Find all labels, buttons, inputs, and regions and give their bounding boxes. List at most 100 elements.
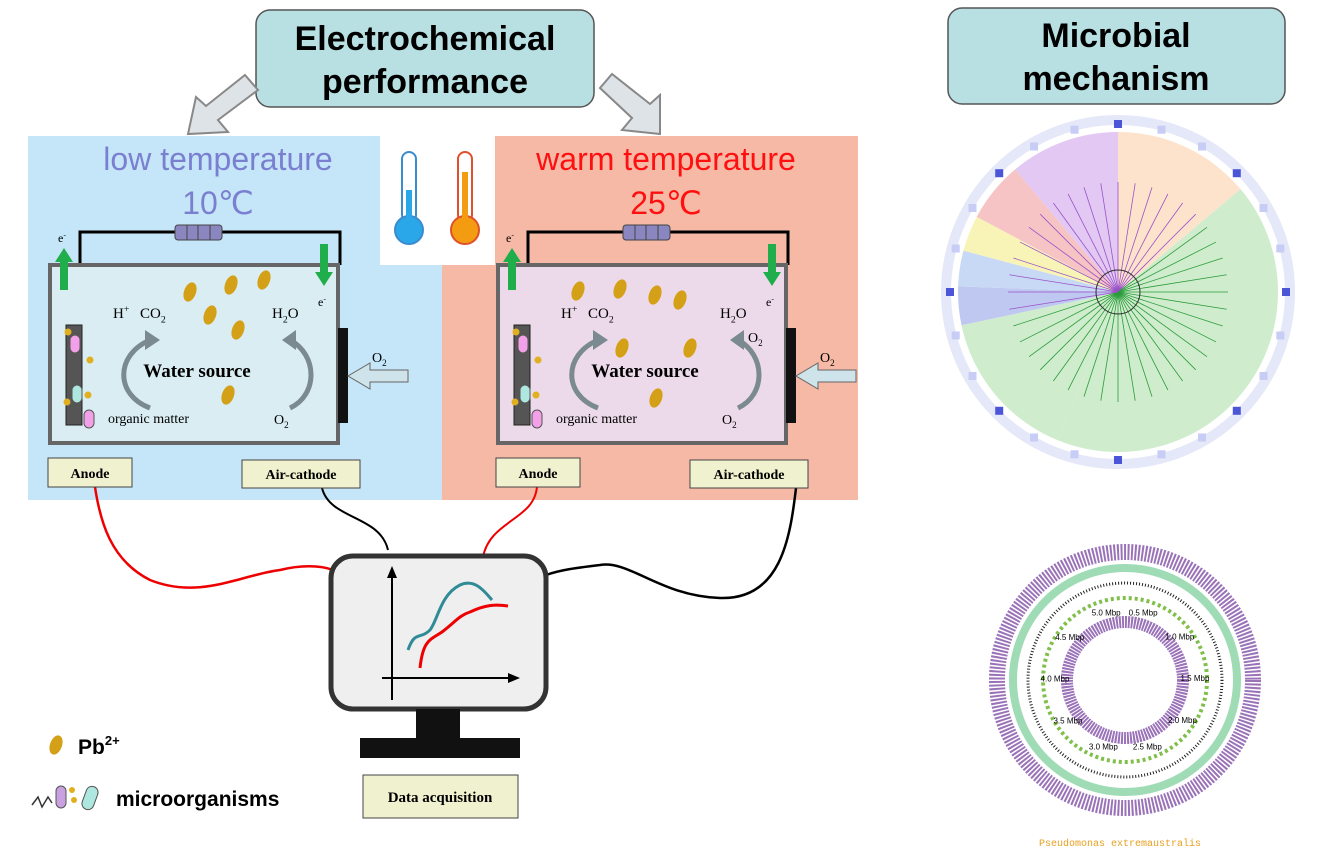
genome-tick: 4.5 Mbp bbox=[1055, 633, 1084, 642]
genome-tick: 3.0 Mbp bbox=[1089, 743, 1118, 752]
flow-arrow bbox=[288, 337, 314, 411]
text: Pb bbox=[78, 736, 105, 759]
label: Water source bbox=[143, 361, 250, 382]
cathode bbox=[786, 328, 796, 423]
branch bbox=[1100, 291, 1119, 401]
heat-cell bbox=[1157, 450, 1166, 459]
microbe-dot bbox=[63, 398, 71, 406]
microbe-icon bbox=[31, 785, 99, 811]
text: O bbox=[372, 351, 382, 366]
branch bbox=[1117, 213, 1197, 293]
branch bbox=[1117, 274, 1227, 293]
flow-arrow bbox=[736, 337, 762, 411]
flow-head bbox=[593, 330, 608, 350]
flow-head bbox=[145, 330, 160, 350]
phylogenetic-tree bbox=[941, 115, 1295, 469]
lead-ion bbox=[224, 275, 238, 295]
branch bbox=[1117, 291, 1197, 371]
branch bbox=[1039, 213, 1119, 293]
oxygen-arrow bbox=[347, 362, 409, 390]
text: - bbox=[63, 230, 66, 239]
text: 2 bbox=[284, 420, 289, 430]
genome-tick: 1.0 Mbp bbox=[1165, 633, 1194, 642]
label: H2O bbox=[272, 306, 299, 326]
lead-icon bbox=[49, 735, 63, 755]
clade bbox=[1015, 132, 1118, 292]
lead-ion bbox=[571, 281, 585, 301]
branch bbox=[1013, 291, 1119, 327]
text: e bbox=[318, 295, 323, 309]
arrow bbox=[598, 72, 661, 136]
title-box bbox=[255, 9, 595, 108]
text: O bbox=[820, 351, 830, 366]
condition: low temperature bbox=[103, 141, 332, 177]
label-box bbox=[495, 457, 581, 488]
branch bbox=[1117, 187, 1153, 293]
microbe-dot bbox=[511, 398, 519, 406]
heat-cell bbox=[1070, 125, 1079, 134]
heat-cell bbox=[1157, 125, 1166, 134]
branch bbox=[1083, 187, 1119, 293]
heat-cell bbox=[1030, 433, 1038, 442]
heat-cell bbox=[1030, 142, 1038, 151]
label: Data acquisition bbox=[388, 790, 493, 806]
text: 2 bbox=[758, 338, 763, 348]
label-box bbox=[241, 459, 361, 489]
title: performance bbox=[322, 63, 528, 101]
branch bbox=[1117, 291, 1217, 343]
lead-ion bbox=[231, 320, 245, 340]
microbe bbox=[71, 384, 83, 404]
microbe bbox=[69, 334, 81, 354]
lead-ion bbox=[673, 290, 687, 310]
arrow bbox=[186, 73, 260, 136]
cathode bbox=[338, 328, 348, 423]
text: H bbox=[272, 306, 283, 322]
text: - bbox=[323, 294, 326, 303]
label: Air-cathode bbox=[265, 468, 336, 483]
heat-cell bbox=[1276, 331, 1285, 340]
thermometer-box bbox=[380, 136, 495, 265]
branch bbox=[1117, 202, 1183, 293]
heat-cell bbox=[1282, 288, 1290, 296]
ring bbox=[989, 544, 1261, 816]
branch bbox=[1117, 241, 1217, 293]
branch bbox=[1009, 274, 1119, 293]
clade bbox=[1118, 132, 1241, 292]
text: H bbox=[561, 306, 572, 322]
text: O bbox=[288, 306, 299, 322]
branch bbox=[1117, 291, 1223, 327]
genome-tick: 2.5 Mbp bbox=[1133, 742, 1162, 751]
heat-cell bbox=[1232, 169, 1241, 178]
branch bbox=[1028, 227, 1119, 293]
heat-cell bbox=[1114, 456, 1122, 464]
microbe bbox=[531, 409, 543, 429]
text: 2 bbox=[732, 420, 737, 430]
text: H bbox=[113, 306, 124, 322]
electron-arrow bbox=[55, 248, 73, 290]
organism: Pseudomonas extremaustralis bbox=[1039, 838, 1201, 850]
label: O2 bbox=[372, 351, 387, 368]
microbe bbox=[517, 334, 529, 354]
label: O2 bbox=[820, 351, 835, 368]
clade bbox=[958, 250, 1118, 292]
cell-body bbox=[496, 263, 788, 445]
branch bbox=[1009, 291, 1119, 310]
heat-cell bbox=[995, 169, 1004, 178]
ring bbox=[1041, 596, 1209, 764]
lead-ion bbox=[648, 285, 662, 305]
label: O2 bbox=[274, 413, 289, 430]
heat-cell bbox=[1259, 204, 1268, 212]
heat-cell bbox=[1198, 433, 1206, 442]
text: 2 bbox=[830, 358, 835, 368]
lead-ion bbox=[615, 338, 629, 358]
branch bbox=[1117, 183, 1136, 293]
branch bbox=[1019, 241, 1119, 293]
label: Air-cathode bbox=[713, 468, 784, 483]
text: + bbox=[572, 304, 578, 315]
flow-arrow bbox=[121, 337, 152, 411]
flow-head bbox=[730, 330, 744, 350]
text: - bbox=[771, 294, 774, 303]
clade bbox=[963, 216, 1118, 292]
label: O2 bbox=[748, 331, 763, 348]
heat-cell bbox=[1198, 142, 1206, 151]
